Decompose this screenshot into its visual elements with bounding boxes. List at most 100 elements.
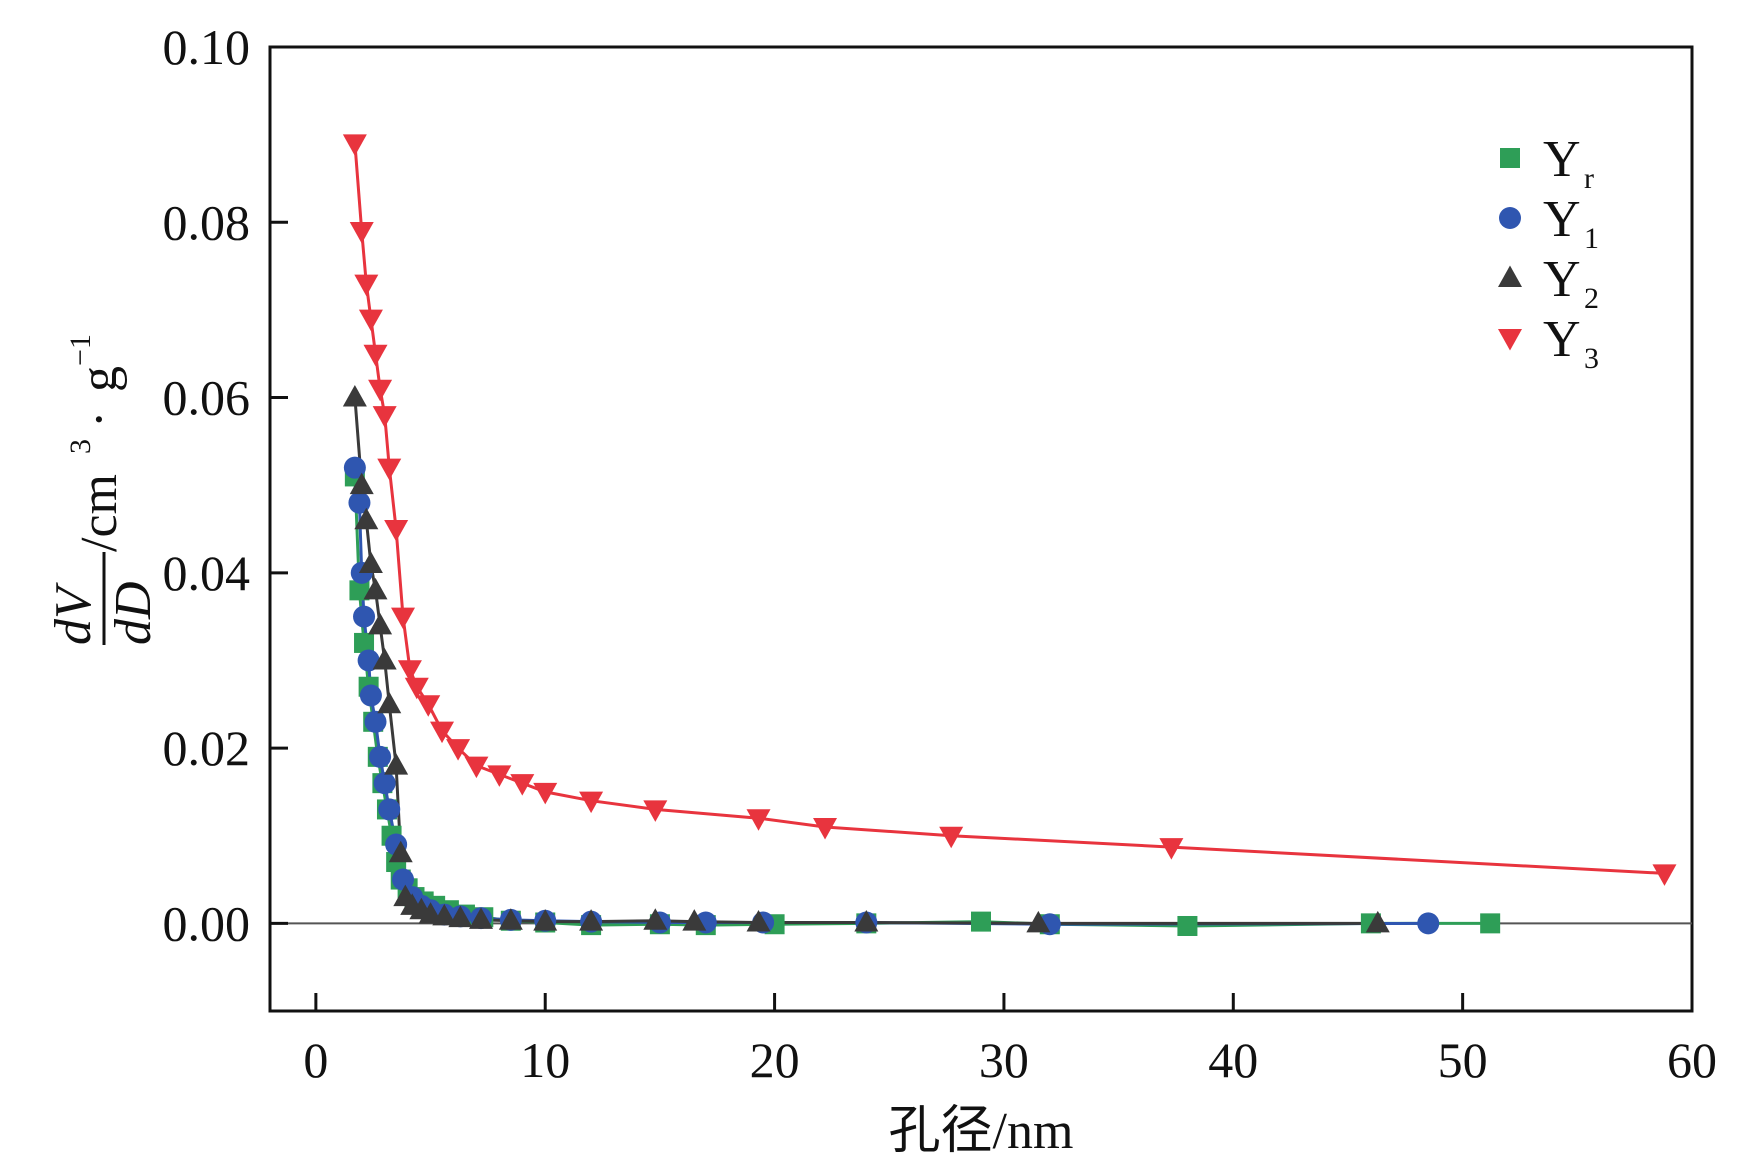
data-point-y2 bbox=[342, 385, 367, 407]
data-point-y3 bbox=[354, 274, 379, 297]
x-tick-label: 0 bbox=[303, 1032, 328, 1088]
data-point-y1 bbox=[348, 491, 371, 514]
data-point-y2 bbox=[1026, 910, 1051, 933]
data-point-y3 bbox=[391, 607, 416, 630]
data-point-yr bbox=[354, 632, 375, 653]
data-point-y3 bbox=[643, 800, 668, 822]
data-point-y3 bbox=[1652, 864, 1677, 886]
data-point-y3 bbox=[358, 309, 383, 332]
data-point-y2 bbox=[448, 905, 473, 928]
data-point-y2 bbox=[682, 909, 707, 931]
y-title-unit-cm: /cm bbox=[71, 474, 128, 552]
legend-label-subscript: r bbox=[1584, 162, 1594, 195]
data-point-y3 bbox=[533, 782, 558, 805]
data-point-yr bbox=[349, 580, 370, 601]
legend-marker-yr bbox=[1500, 148, 1520, 168]
data-point-y3 bbox=[464, 756, 489, 779]
legend-label-subscript: 2 bbox=[1584, 282, 1599, 315]
data-point-y1 bbox=[392, 868, 415, 891]
data-point-y3 bbox=[363, 344, 388, 367]
data-point-y2 bbox=[363, 577, 388, 600]
series-markers bbox=[342, 134, 1677, 936]
x-tick-label: 10 bbox=[520, 1032, 570, 1088]
data-point-y2 bbox=[358, 551, 383, 574]
data-point-y3 bbox=[746, 809, 771, 831]
legend-label-subscript: 1 bbox=[1584, 222, 1599, 255]
data-point-y2 bbox=[384, 753, 409, 775]
data-point-y2 bbox=[746, 909, 771, 932]
legend-label: Y bbox=[1543, 131, 1581, 188]
data-point-y2 bbox=[432, 903, 457, 926]
data-point-y3 bbox=[416, 695, 441, 717]
data-point-y3 bbox=[368, 379, 393, 402]
data-point-y3 bbox=[404, 677, 429, 700]
data-point-y2 bbox=[388, 840, 413, 863]
data-point-y3 bbox=[487, 765, 512, 787]
data-point-y2 bbox=[579, 909, 604, 931]
y-title-dot: · bbox=[71, 411, 128, 428]
y-tick-label: 0.02 bbox=[163, 720, 251, 776]
legend-label: Y bbox=[1543, 251, 1581, 308]
data-point-y3 bbox=[813, 817, 838, 840]
data-point-y2 bbox=[1365, 910, 1390, 933]
data-point-y2 bbox=[498, 908, 523, 930]
y-axis-title: dV dD /cm 3 · g −1 bbox=[45, 334, 162, 645]
x-tick-label: 60 bbox=[1667, 1032, 1717, 1088]
y-title-unit-g-sup: −1 bbox=[64, 334, 97, 366]
data-point-y1 bbox=[343, 456, 366, 479]
y-tick-label: 0.00 bbox=[163, 895, 251, 951]
data-point-yr bbox=[1480, 913, 1501, 934]
data-point-y3 bbox=[342, 134, 367, 156]
data-point-y3 bbox=[1159, 838, 1184, 860]
data-point-yr bbox=[1177, 915, 1198, 936]
data-point-yr bbox=[971, 911, 991, 932]
data-point-y2 bbox=[354, 507, 379, 530]
y-title-unit-g: g bbox=[71, 366, 128, 392]
x-axis-ticks: 0 10 20 30 40 50 60 bbox=[303, 993, 1717, 1088]
data-point-y2 bbox=[643, 908, 668, 930]
x-tick-label: 30 bbox=[979, 1032, 1029, 1088]
data-point-y2 bbox=[469, 907, 494, 929]
x-tick-label: 20 bbox=[750, 1032, 800, 1088]
data-point-y2 bbox=[533, 909, 558, 931]
y-title-denominator: dD bbox=[105, 581, 162, 645]
data-point-y1 bbox=[359, 684, 382, 707]
data-point-y3 bbox=[377, 458, 402, 481]
data-point-y2 bbox=[377, 691, 402, 714]
x-tick-label: 50 bbox=[1438, 1032, 1488, 1088]
data-point-y1 bbox=[357, 649, 380, 672]
data-point-y2 bbox=[368, 612, 393, 635]
data-point-y3 bbox=[939, 826, 964, 849]
data-point-y1 bbox=[364, 710, 387, 733]
legend-marker-y1 bbox=[1499, 207, 1521, 229]
x-tick-label: 40 bbox=[1208, 1032, 1258, 1088]
data-point-y3 bbox=[384, 520, 409, 542]
data-point-y1 bbox=[369, 745, 392, 768]
y-tick-label: 0.04 bbox=[163, 545, 251, 601]
legend-marker-y3 bbox=[1498, 329, 1522, 351]
data-point-y3 bbox=[579, 791, 604, 814]
data-point-y3 bbox=[510, 774, 535, 796]
data-point-y3 bbox=[430, 721, 455, 744]
y-tick-label: 0.08 bbox=[163, 194, 251, 250]
legend-marker-y2 bbox=[1498, 265, 1522, 287]
data-point-y1 bbox=[1417, 912, 1440, 935]
y-tick-label: 0.06 bbox=[163, 370, 251, 426]
y-title-unit-cm-sup: 3 bbox=[64, 439, 97, 454]
data-point-y3 bbox=[349, 222, 374, 244]
y-axis-ticks: 0.00 0.02 0.04 0.06 0.08 0.10 bbox=[163, 19, 288, 951]
y-title-numerator: dV bbox=[45, 582, 102, 645]
data-point-y2 bbox=[349, 472, 374, 495]
plot-frame bbox=[268, 45, 1694, 1013]
data-point-y2 bbox=[372, 647, 397, 670]
legend-label: Y bbox=[1543, 191, 1581, 248]
x-axis-title: 孔径/nm bbox=[889, 1103, 1074, 1160]
data-point-y1 bbox=[373, 772, 396, 795]
data-point-y3 bbox=[446, 739, 471, 761]
data-point-y3 bbox=[372, 406, 397, 428]
legend-label-subscript: 3 bbox=[1584, 342, 1599, 375]
data-point-y1 bbox=[378, 798, 401, 821]
